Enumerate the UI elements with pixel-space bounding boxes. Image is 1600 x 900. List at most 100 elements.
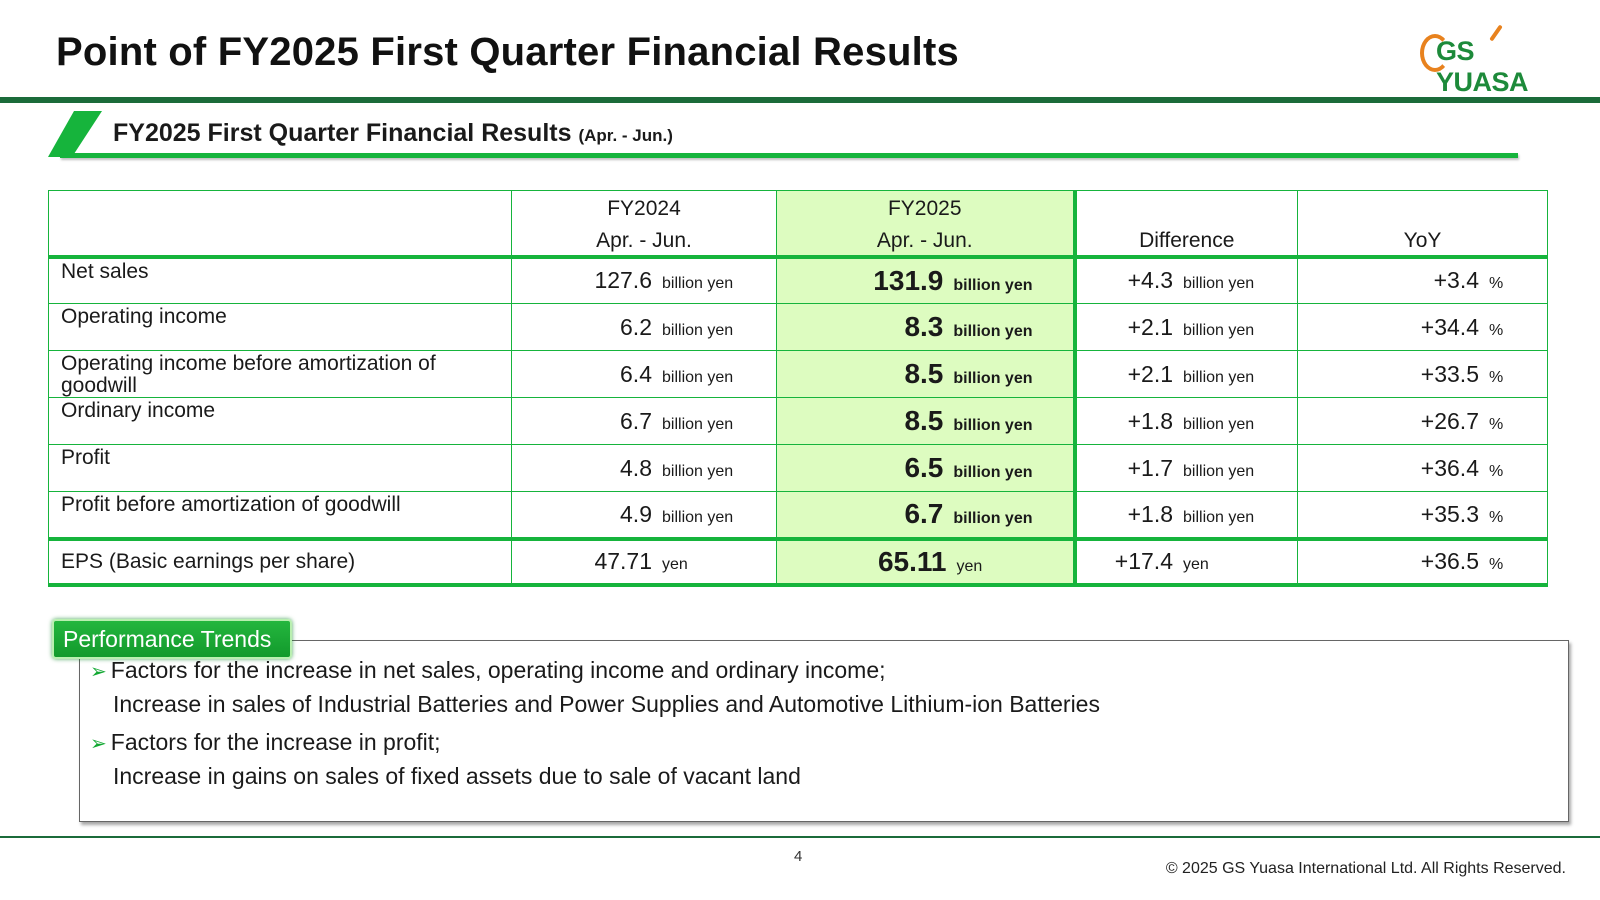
value: 127.6 <box>594 267 652 294</box>
value: +36.4 <box>1420 454 1479 481</box>
section-title-text: FY2025 First Quarter Financial Results <box>113 119 572 147</box>
unit: billion yen <box>662 462 734 480</box>
trend-detail: Increase in gains on sales of fixed asse… <box>113 763 801 789</box>
cell-difference: +2.1 billion yen <box>1074 350 1298 398</box>
header-difference: Difference <box>1074 190 1298 259</box>
cell-yoy: +26.7% <box>1297 397 1548 445</box>
value: +2.1 <box>1127 313 1173 340</box>
value: 8.3 <box>904 311 944 342</box>
cell-fy2024: 4.8 billion yen <box>511 444 777 492</box>
value: 6.7 <box>904 498 944 530</box>
row-label: EPS (Basic earnings per share) <box>48 536 512 587</box>
logo-text: GS YUASA <box>1436 36 1529 97</box>
unit: billion yen <box>1183 462 1255 480</box>
trend-item: ➢ Factors for the increase in net sales, … <box>90 654 1100 720</box>
footer-divider <box>0 836 1600 838</box>
table-row-eps: EPS (Basic earnings per share) 47.71 yen … <box>48 536 1548 587</box>
row-label: Ordinary income <box>48 397 512 445</box>
performance-trends-box <box>79 640 1569 822</box>
row-label: Operating income before amortization of … <box>48 350 512 398</box>
results-table: FY2024 Apr. - Jun. FY2025 Apr. - Jun. Diff… <box>48 190 1548 587</box>
cell-fy2025: 131.9 billion yen <box>776 256 1077 304</box>
section-divider <box>60 153 1518 158</box>
value: +33.5 <box>1420 360 1479 387</box>
cell-fy2024: 6.7 billion yen <box>511 397 777 445</box>
page-number: 4 <box>794 848 803 865</box>
table-row: Profit before amortization of goodwill 4… <box>48 491 1548 539</box>
table-row: Net sales 127.6 billion yen 131.9 billion … <box>48 256 1548 304</box>
value: 8.5 <box>904 358 944 389</box>
unit: % <box>1489 321 1504 339</box>
unit: billion yen <box>953 464 1033 481</box>
header-fy2024-period: Apr. - Jun. <box>596 228 692 252</box>
cell-fy2024: 47.71 yen <box>511 536 777 587</box>
value: +35.3 <box>1420 500 1479 527</box>
cell-fy2024: 127.6 billion yen <box>511 256 777 304</box>
cell-difference: +4.3 billion yen <box>1074 256 1298 304</box>
header-divider <box>0 97 1600 103</box>
value: +1.8 <box>1127 407 1173 434</box>
cell-fy2024: 4.9 billion yen <box>511 491 777 539</box>
cell-yoy: +34.4% <box>1297 303 1548 351</box>
section-period-note: (Apr. - Jun.) <box>578 126 673 145</box>
header-fy2025-year: FY2025 <box>887 196 962 220</box>
cell-difference: +1.7 billion yen <box>1074 444 1298 492</box>
value: +17.4 <box>1114 548 1173 574</box>
unit: billion yen <box>1183 321 1255 339</box>
unit: billion yen <box>662 275 734 293</box>
cell-fy2025: 6.7 billion yen <box>776 491 1077 539</box>
unit: % <box>1489 368 1504 386</box>
table-row: Operating income 6.2 billion yen 8.3 billi… <box>48 303 1548 351</box>
logo-arc-icon <box>1420 34 1450 72</box>
unit: billion yen <box>662 508 734 526</box>
row-label: Operating income <box>48 303 512 351</box>
cell-difference: +1.8 billion yen <box>1074 397 1298 445</box>
value: 4.8 <box>620 454 652 481</box>
cell-yoy: +3.4% <box>1297 256 1548 304</box>
header-fy2025: FY2025 Apr. - Jun. <box>776 190 1077 259</box>
value: +34.4 <box>1420 313 1479 340</box>
cell-fy2025: 65.11 yen <box>776 536 1077 587</box>
row-label: Profit <box>48 444 512 492</box>
cell-difference: +2.1 billion yen <box>1074 303 1298 351</box>
unit: % <box>1489 556 1504 573</box>
header-fy2025-period: Apr. - Jun. <box>876 228 973 252</box>
value: 6.2 <box>620 313 652 340</box>
unit: billion yen <box>1183 275 1255 293</box>
table-row: Profit 4.8 billion yen 6.5 billion yen +1.… <box>48 444 1548 492</box>
unit: yen <box>662 556 688 573</box>
value: +26.7 <box>1420 407 1479 434</box>
value: +3.4 <box>1433 267 1479 294</box>
unit: % <box>1489 462 1504 480</box>
cell-fy2024: 6.2 billion yen <box>511 303 777 351</box>
section-title: FY2025 First Quarter Financial Results (… <box>113 119 673 148</box>
cell-yoy: +33.5% <box>1297 350 1548 398</box>
unit: % <box>1489 275 1504 293</box>
trend-heading: Factors for the increase in profit; <box>110 729 441 755</box>
unit: yen <box>956 557 983 575</box>
unit: billion yen <box>662 415 734 433</box>
company-logo: GS YUASA <box>1418 22 1558 97</box>
value: +36.5 <box>1420 548 1479 574</box>
cell-fy2025: 8.3 billion yen <box>776 303 1077 351</box>
unit: billion yen <box>953 417 1033 434</box>
copyright-notice: © 2025 GS Yuasa International Ltd. All R… <box>1165 860 1566 877</box>
value: 6.7 <box>620 407 652 434</box>
table-row: Ordinary income 6.7 billion yen 8.5 billio… <box>48 397 1548 445</box>
performance-trends-tag: Performance Trends <box>52 619 292 659</box>
value: +1.8 <box>1127 500 1173 527</box>
cell-difference: +1.8 billion yen <box>1074 491 1298 539</box>
cell-fy2025: 8.5 billion yen <box>776 397 1077 445</box>
cell-yoy: +36.4% <box>1297 444 1548 492</box>
value: +2.1 <box>1127 360 1173 387</box>
value: +1.7 <box>1127 454 1173 481</box>
value: 131.9 <box>873 264 944 296</box>
unit: % <box>1489 415 1504 433</box>
unit: billion yen <box>1183 368 1255 386</box>
unit: % <box>1489 508 1504 526</box>
cell-fy2025: 8.5 billion yen <box>776 350 1077 398</box>
header-yoy: YoY <box>1297 190 1548 259</box>
unit: billion yen <box>662 368 734 386</box>
row-label: Profit before amortization of goodwill <box>48 491 512 539</box>
arrow-bullet-icon: ➢ <box>90 661 107 683</box>
